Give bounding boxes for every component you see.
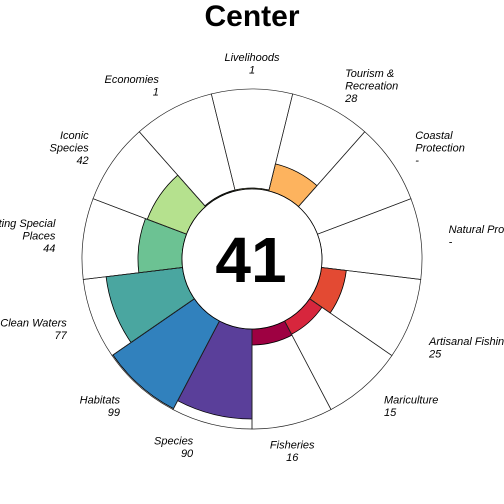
label-economies: Economies 1 [104,74,159,99]
label-livelihoods: Livelihoods 1 [224,52,280,77]
label-artisanal-fishing-opportunities: Artisanal Fishing Opportunities25 [428,336,504,361]
label-clean-waters: Clean Waters 77 [0,317,67,342]
chart-title: Center [204,0,299,33]
label-tourism-recreation: Tourism & Recreation 28 [344,68,398,105]
label-mariculture: Mariculture 15 [384,394,438,419]
label-species: Species 90 [154,435,194,460]
label-natural-products: Natural Products- [449,224,504,249]
label-fisheries: Fisheries 16 [270,440,315,465]
center-score: 41 [215,224,286,296]
label-iconic-species: Iconic Species 42 [50,130,90,167]
petals-group [105,163,347,420]
sector-outline-natural-products [316,198,423,280]
center-hole [181,188,323,330]
sector-outline-coastal-protection [297,131,412,235]
label-coastal-protection: Coastal Protection - [415,130,465,167]
label-habitats: Habitats 99 [80,394,121,419]
